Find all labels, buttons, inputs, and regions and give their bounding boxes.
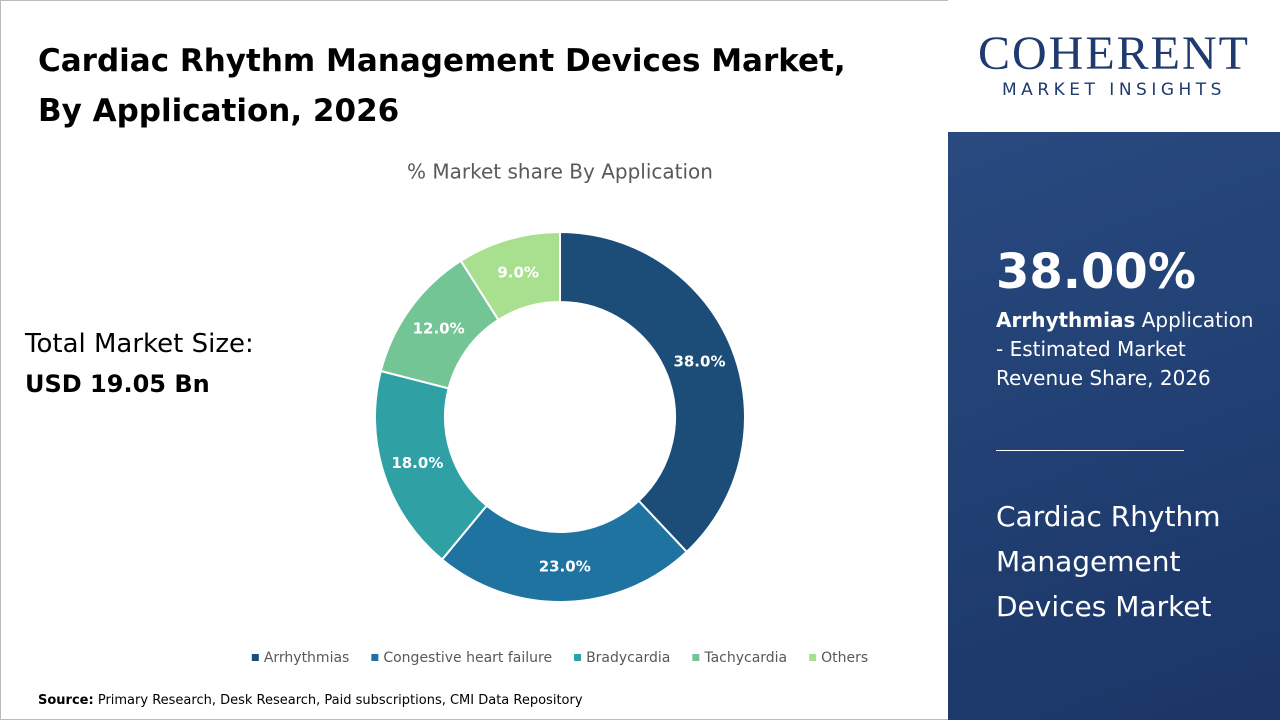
highlight-share: 38.00% [996,244,1196,300]
legend-label: Arrhythmias [264,650,350,666]
chart-title: Cardiac Rhythm Management Devices Market… [38,43,846,129]
legend-marker [371,654,379,661]
logo-tagline: MARKET INSIGHTS [1002,80,1226,100]
donut-slice [459,230,561,322]
chart: % Market share By Application 38.0% 23.0%… [251,160,868,666]
legend-marker [692,654,700,661]
highlight-segment: Arrhythmias [996,308,1136,332]
logo: COHERENT MARKET INSIGHTS [948,0,1280,132]
chart-subtitle: % Market share By Application [407,160,713,184]
source-label: Source: [38,693,94,708]
legend-label: Bradycardia [586,650,670,666]
highlight-panel: 38.00% Arrhythmias Application - Estimat… [948,132,1280,720]
data-label: 38.0% [673,352,725,370]
highlight-text: Application - Estimated Market Revenue S… [996,308,1254,390]
source: Source: Primary Research, Desk Research,… [38,693,583,708]
legend-label: Congestive heart failure [383,650,552,666]
legend-marker [251,654,259,661]
legend-label: Others [821,650,868,666]
highlight-market: Cardiac Rhythm Management Devices Market [996,500,1221,623]
donut-slice [559,230,746,554]
divider [996,450,1184,451]
data-label: 18.0% [391,454,443,472]
donut-slice [440,499,689,603]
data-label: 23.0% [539,557,591,575]
legend-marker [574,654,582,661]
legend-marker [809,654,817,661]
data-label: 9.0% [497,263,539,281]
source-text: Primary Research, Desk Research, Paid su… [97,693,583,708]
market-size-label: Total Market Size: [25,329,254,359]
market-size: Total Market Size: USD 19.05 Bn [25,324,254,404]
data-label: 12.0% [413,319,465,337]
legend-label: Tachycardia [703,650,787,666]
market-size-value: USD 19.05 Bn [25,370,210,398]
logo-name: COHERENT [978,27,1250,80]
highlight-desc: Arrhythmias Application - Estimated Mark… [996,306,1266,393]
